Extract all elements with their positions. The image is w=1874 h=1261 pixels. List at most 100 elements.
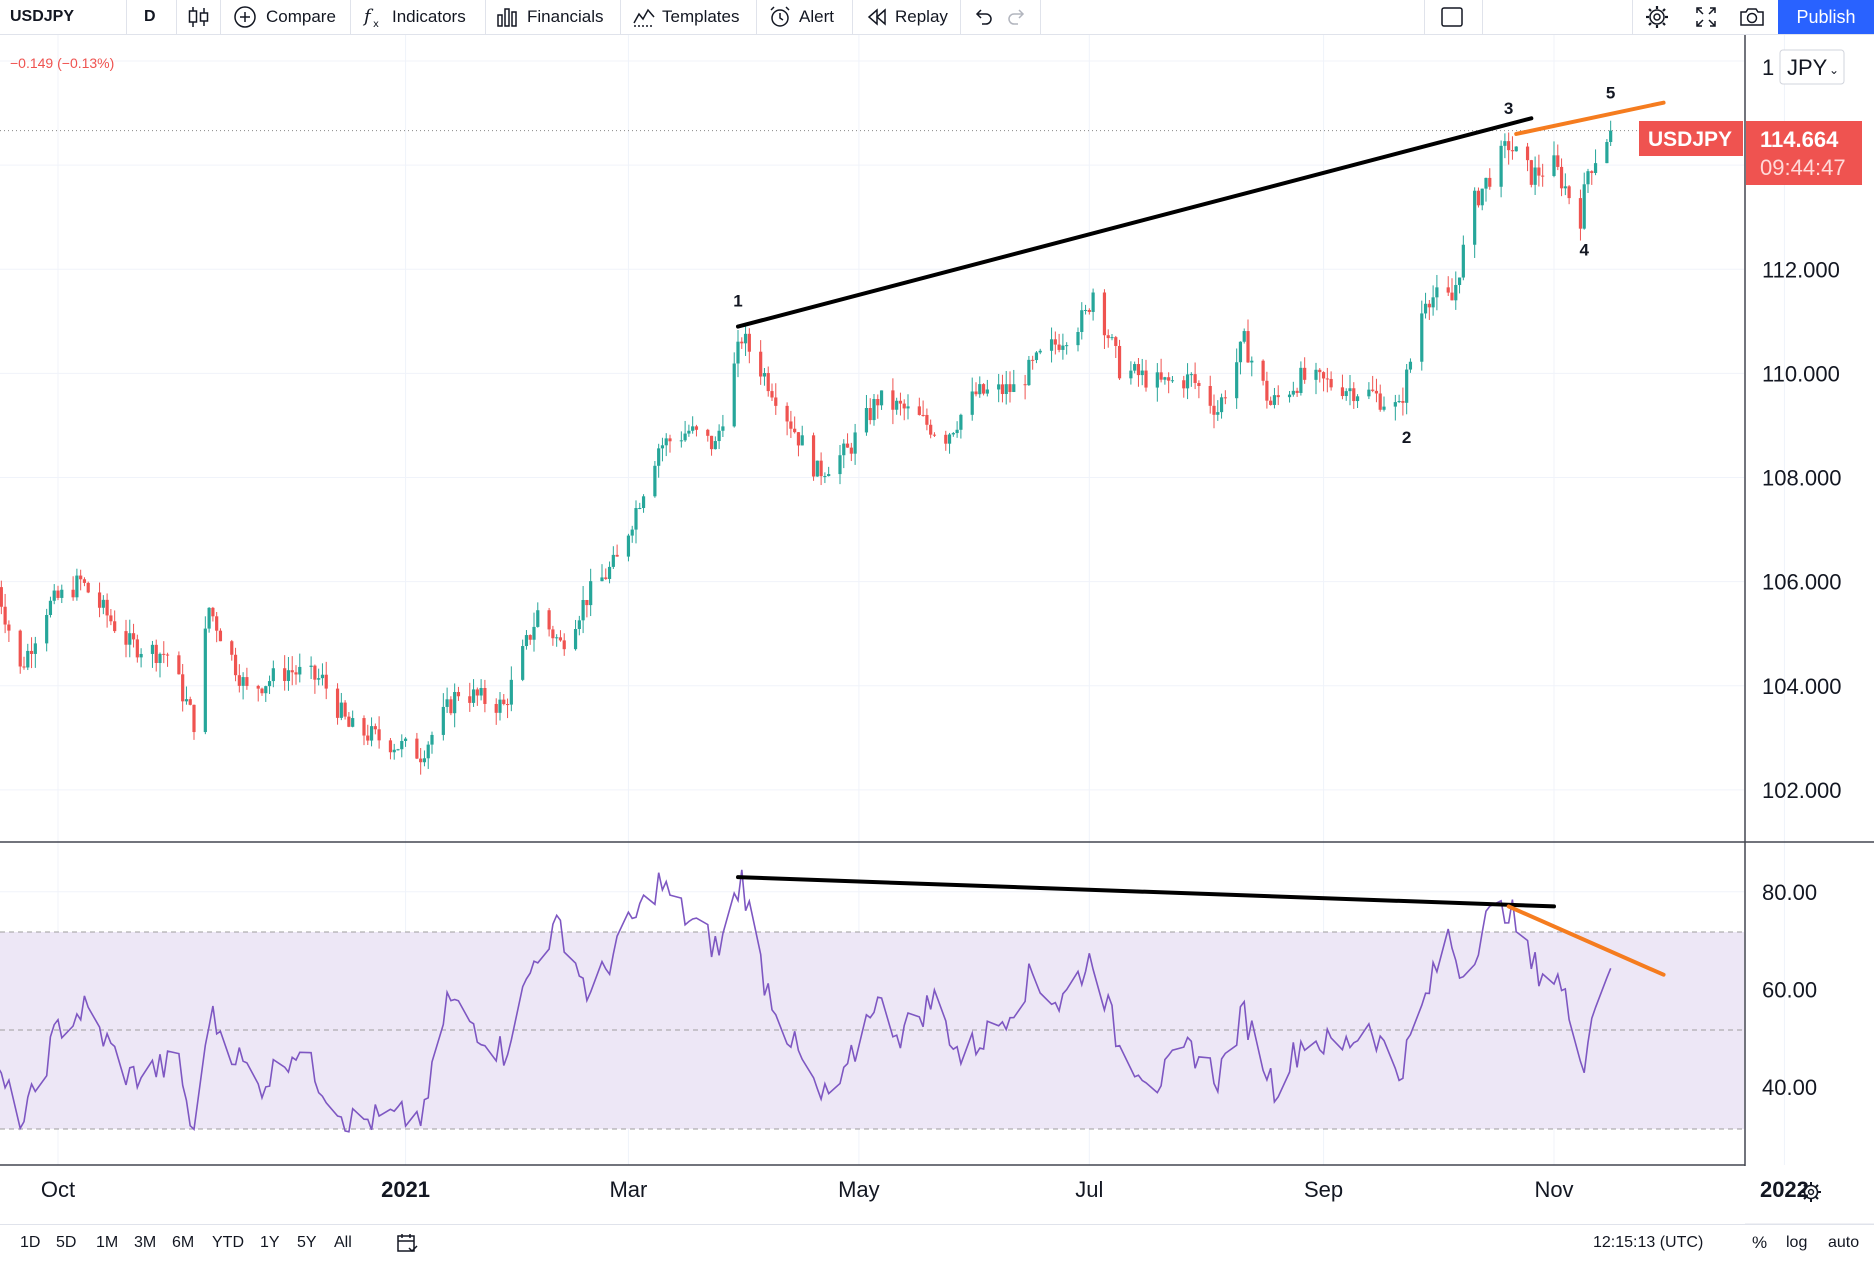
- candle-body: [1507, 141, 1511, 151]
- range-button-1y[interactable]: 1Y: [260, 1234, 280, 1251]
- time-axis[interactable]: Oct2021MarMayJulSepNov202221: [41, 1177, 1874, 1202]
- log-scale-toggle[interactable]: log: [1786, 1234, 1808, 1251]
- toolbar-divider: [220, 0, 221, 34]
- candle-body: [630, 529, 634, 536]
- candle-body: [1457, 277, 1462, 285]
- publish-button[interactable]: Publish: [1778, 0, 1874, 34]
- candle-body: [1537, 167, 1541, 176]
- auto-scale-toggle[interactable]: auto: [1828, 1234, 1860, 1251]
- interval-button[interactable]: D: [144, 8, 156, 25]
- candle-body: [366, 735, 370, 741]
- candle-body: [762, 373, 767, 377]
- candle-body: [0, 587, 3, 607]
- templates-button[interactable]: Templates: [632, 0, 739, 34]
- candle-body: [1080, 310, 1084, 332]
- candle-body: [1533, 167, 1537, 185]
- currency-badge-bg[interactable]: [1779, 49, 1845, 85]
- settings-button[interactable]: [1644, 0, 1670, 34]
- candle-body: [150, 644, 155, 654]
- candle-body: [1582, 184, 1586, 229]
- chart-area[interactable]: 1 2 3 4 5 112.000 110.000 108.000 106.000 104.00…: [0, 0, 1874, 1224]
- trendline-rsi[interactable]: [736, 875, 1556, 909]
- currency-badge-chevron[interactable]: ⌄: [1829, 63, 1839, 77]
- alert-button[interactable]: Alert: [768, 0, 834, 34]
- candle-body: [547, 610, 551, 630]
- go-to-date-button[interactable]: [396, 1225, 418, 1261]
- candle-body: [79, 575, 83, 580]
- undo-button[interactable]: [972, 0, 994, 34]
- compare-button[interactable]: Compare: [232, 0, 336, 34]
- candle-body: [1170, 380, 1175, 382]
- rsi-line[interactable]: [0, 869, 1612, 1133]
- candle-body: [562, 640, 566, 650]
- candle-body: [1446, 287, 1450, 293]
- range-button-1m[interactable]: 1M: [96, 1234, 119, 1251]
- candle-body: [1193, 374, 1197, 383]
- candle-body: [471, 689, 476, 703]
- trendline-price[interactable]: [1514, 100, 1666, 136]
- candlestick-series[interactable]: [0, 120, 1613, 775]
- candle-body: [555, 637, 559, 639]
- rsi-axis[interactable]: 80.00 60.00 40.00: [1762, 880, 1817, 1100]
- replay-button[interactable]: Replay: [866, 0, 948, 34]
- currency-badge[interactable]: JPY: [1787, 55, 1828, 80]
- trendline-price[interactable]: [736, 116, 1534, 329]
- layout-button[interactable]: [1440, 0, 1464, 34]
- redo-button[interactable]: [1006, 0, 1028, 34]
- candle-body: [1265, 380, 1269, 401]
- candle-body: [82, 579, 87, 583]
- candle-body: [1355, 396, 1360, 402]
- percent-scale-toggle[interactable]: %: [1752, 1233, 1768, 1252]
- range-button-3m[interactable]: 3M: [134, 1234, 157, 1251]
- candle-body: [113, 621, 117, 632]
- candle-body: [864, 408, 869, 433]
- candle-body: [1552, 155, 1556, 176]
- candle-body: [827, 474, 831, 477]
- candle-body: [124, 631, 128, 645]
- candle-body: [1261, 360, 1265, 381]
- candle-body: [1378, 393, 1382, 410]
- candle-body: [177, 655, 181, 675]
- candle-body: [1427, 303, 1431, 308]
- range-button-ytd[interactable]: YTD: [212, 1234, 244, 1251]
- candle-body: [947, 434, 952, 444]
- trendline-rsi[interactable]: [1506, 904, 1666, 977]
- top-toolbar: USDJPY D Compare f x Indicators: [0, 0, 1874, 35]
- candle-body: [1223, 397, 1227, 399]
- candle-body: [7, 624, 11, 631]
- range-button-1d[interactable]: 1D: [20, 1234, 41, 1251]
- fullscreen-button[interactable]: [1694, 0, 1718, 34]
- price-axis[interactable]: 112.000 110.000 108.000 106.000 104.000 102.0…: [1762, 55, 1842, 803]
- wave-label: 5: [1606, 83, 1615, 102]
- range-button-6m[interactable]: 6M: [172, 1234, 195, 1251]
- snapshot-button[interactable]: [1738, 0, 1766, 34]
- range-button-5y[interactable]: 5Y: [297, 1234, 317, 1251]
- candle-body: [925, 414, 929, 425]
- candle-body: [589, 581, 593, 606]
- candle-body: [1250, 360, 1254, 363]
- range-button-all[interactable]: All: [334, 1234, 352, 1251]
- candle-body: [3, 606, 7, 625]
- financials-button[interactable]: Financials: [496, 0, 604, 34]
- candle-body: [215, 616, 219, 631]
- candle-body: [1023, 384, 1027, 386]
- time-axis-label: Oct: [41, 1177, 75, 1202]
- toolbar-divider: [350, 0, 351, 34]
- trendlines[interactable]: [736, 100, 1666, 977]
- utc-clock[interactable]: 12:15:13 (UTC): [1593, 1234, 1704, 1251]
- candle-body: [1397, 400, 1401, 403]
- candle-body: [845, 443, 850, 448]
- axis-settings-gear-icon[interactable]: [1801, 1182, 1821, 1202]
- chart-type-button[interactable]: [186, 0, 212, 34]
- bar-countdown: 09:44:47: [1760, 155, 1846, 180]
- candle-body: [898, 400, 903, 404]
- price-change-legend: −0.149 (−0.13%): [10, 55, 114, 71]
- range-button-5d[interactable]: 5D: [56, 1234, 77, 1251]
- candle-body: [1276, 395, 1280, 398]
- candle-body: [611, 554, 615, 567]
- indicators-button[interactable]: f x Indicators: [362, 0, 466, 34]
- symbol-search-button[interactable]: USDJPY: [10, 8, 75, 25]
- candle-body: [1295, 390, 1299, 393]
- candle-body: [1461, 244, 1465, 278]
- toolbar-divider: [756, 0, 757, 34]
